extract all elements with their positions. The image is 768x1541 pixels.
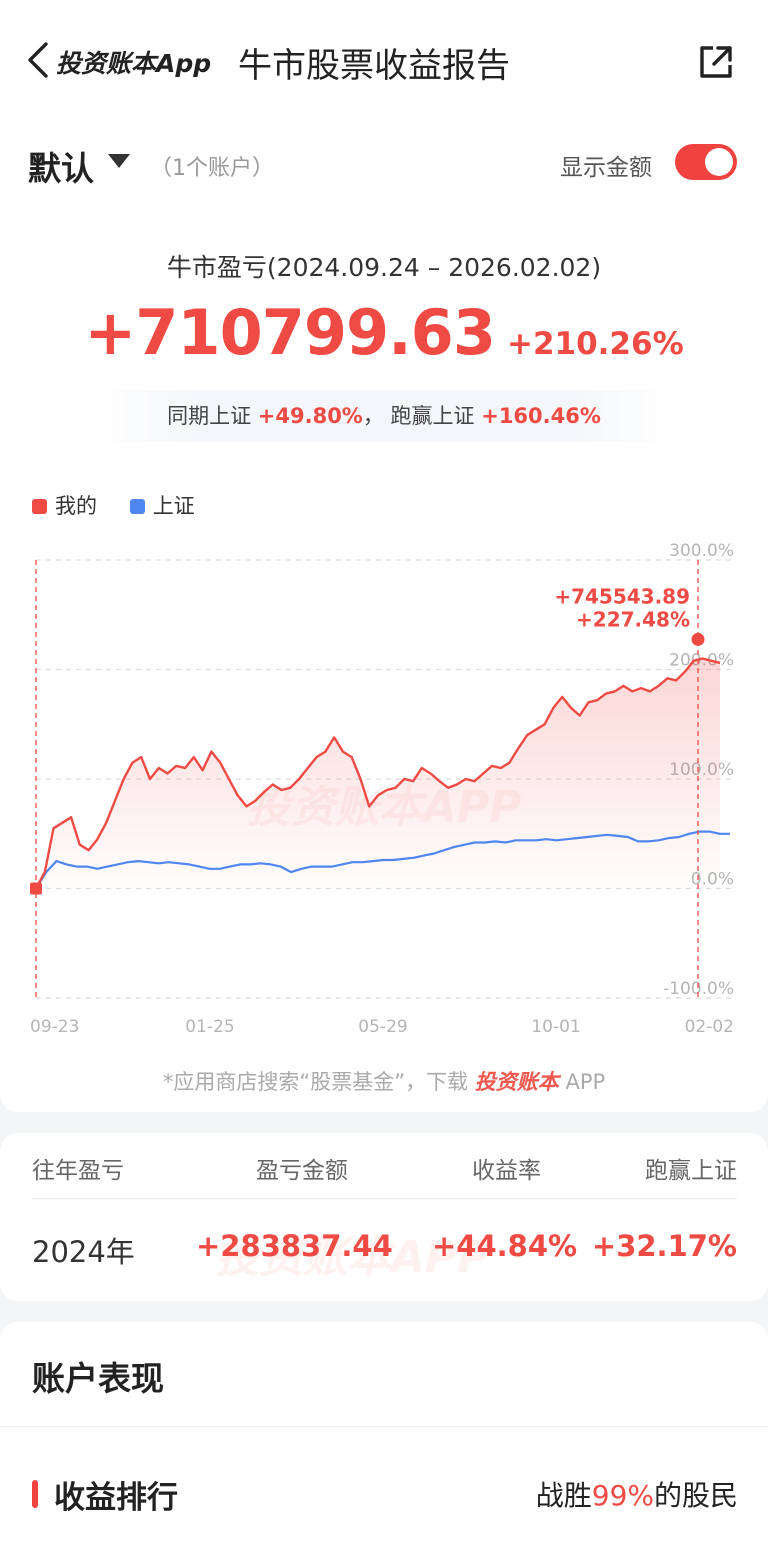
beat-prefix: 战胜 bbox=[535, 1479, 592, 1512]
chevron-left-icon bbox=[28, 42, 48, 78]
app-name[interactable]: 投资账本App bbox=[56, 49, 212, 78]
legend-mine: 我的 bbox=[32, 490, 97, 520]
header-beat: 跑赢上证 bbox=[645, 1158, 737, 1184]
page-title: 牛市股票收益报告 bbox=[238, 46, 510, 86]
row-rate: +44.84% bbox=[432, 1229, 578, 1263]
total-pnl: +710799.63 +210.26% bbox=[0, 296, 768, 369]
period-label: 牛市盈亏(2024.09.24 – 2026.02.02) bbox=[166, 253, 602, 282]
x-tick-label: 05-29 bbox=[358, 1017, 407, 1037]
external-share-icon bbox=[700, 46, 732, 78]
legend-index: 上证 bbox=[129, 490, 195, 520]
y-tick-label: 300.0% bbox=[669, 541, 734, 561]
toggle-knob bbox=[705, 148, 733, 176]
performance-title: 账户表现 bbox=[32, 1359, 164, 1398]
show-amount-label: 显示金额 bbox=[560, 155, 652, 181]
watermark: 投资账本APP bbox=[215, 1232, 490, 1283]
chart-legend: 我的 上证 bbox=[32, 490, 221, 520]
x-tick-label: 10-01 bbox=[531, 1017, 580, 1037]
beat-label: 跑赢上证 bbox=[390, 404, 475, 428]
total-amount: +710799.63 bbox=[84, 296, 496, 369]
series-mine-area bbox=[36, 658, 720, 889]
legend-label-index: 上证 bbox=[152, 494, 195, 518]
start-marker bbox=[30, 882, 42, 895]
report-card: 投资账本App 牛市股票收益报告 默认 （1个账户） 显示金额 牛市盈亏(202… bbox=[0, 0, 768, 1112]
beat-value: +160.46% bbox=[481, 404, 601, 428]
account-row: 默认 （1个账户） 显示金额 bbox=[0, 138, 768, 188]
legend-label-mine: 我的 bbox=[55, 494, 97, 518]
download-note-suffix: APP bbox=[565, 1070, 606, 1094]
ranking-title: 收益排行 bbox=[54, 1480, 178, 1516]
header-year: 往年盈亏 bbox=[32, 1158, 124, 1184]
account-selector[interactable]: 默认 bbox=[28, 149, 94, 188]
legend-swatch-mine bbox=[32, 499, 47, 514]
header-amount: 盈亏金额 bbox=[256, 1158, 348, 1184]
index-value: +49.80% bbox=[257, 404, 363, 428]
x-tick-label: 09-23 bbox=[30, 1017, 79, 1037]
download-note: *应用商店搜索“股票基金”，下载 投资账本 APP bbox=[0, 1066, 768, 1096]
divider bbox=[0, 1426, 768, 1427]
share-button[interactable] bbox=[696, 42, 736, 82]
header-rate: 收益率 bbox=[472, 1158, 541, 1184]
show-amount-toggle[interactable] bbox=[675, 144, 737, 180]
account-count: （1个账户） bbox=[150, 156, 274, 181]
x-tick-label: 01-25 bbox=[185, 1017, 234, 1037]
download-note-brand: 投资账本 bbox=[474, 1070, 559, 1094]
nav-bar: 投资账本App 牛市股票收益报告 bbox=[0, 30, 768, 94]
series-mine-line bbox=[34, 657, 721, 890]
row-amount: +283837.44 bbox=[196, 1229, 393, 1263]
caret-down-icon[interactable] bbox=[108, 154, 130, 168]
ranking-beat: 战胜99%的股民 bbox=[536, 1474, 738, 1514]
yearly-pnl-card: 往年盈亏 盈亏金额 收益率 跑赢上证 投资账本APP 2024年 +283837… bbox=[0, 1133, 768, 1301]
tooltip-rate: +227.48% bbox=[576, 607, 690, 631]
row-beat: +32.17% bbox=[591, 1229, 737, 1263]
beat-suffix: 的股民 bbox=[653, 1479, 738, 1512]
back-button[interactable] bbox=[24, 40, 52, 80]
returns-chart[interactable]: 300.0%200.0%100.0%0.0%-100.0%投资账本APP09-2… bbox=[0, 530, 768, 1050]
series-index-line bbox=[35, 830, 730, 890]
beat-percent: 99% bbox=[591, 1479, 654, 1512]
legend-swatch-index bbox=[129, 499, 145, 514]
section-accent-bar bbox=[32, 1480, 38, 1508]
download-note-prefix: *应用商店搜索“股票基金”，下载 bbox=[162, 1070, 469, 1094]
total-rate: +210.26% bbox=[506, 326, 684, 362]
y-tick-label: -100.0% bbox=[663, 979, 734, 999]
row-year: 2024年 bbox=[32, 1235, 135, 1269]
index-label: 同期上证 bbox=[167, 404, 252, 428]
x-tick-label: 02-02 bbox=[685, 1017, 734, 1037]
index-compare: 同期上证 +49.80%， 跑赢上证 +160.46% bbox=[92, 390, 676, 442]
account-performance-card: 账户表现 收益排行 战胜99%的股民 bbox=[0, 1322, 768, 1541]
tooltip-amount: +745543.89 bbox=[554, 584, 690, 608]
divider bbox=[32, 1198, 737, 1199]
tooltip-dot bbox=[691, 632, 705, 646]
compare-separator: ， bbox=[362, 404, 384, 428]
